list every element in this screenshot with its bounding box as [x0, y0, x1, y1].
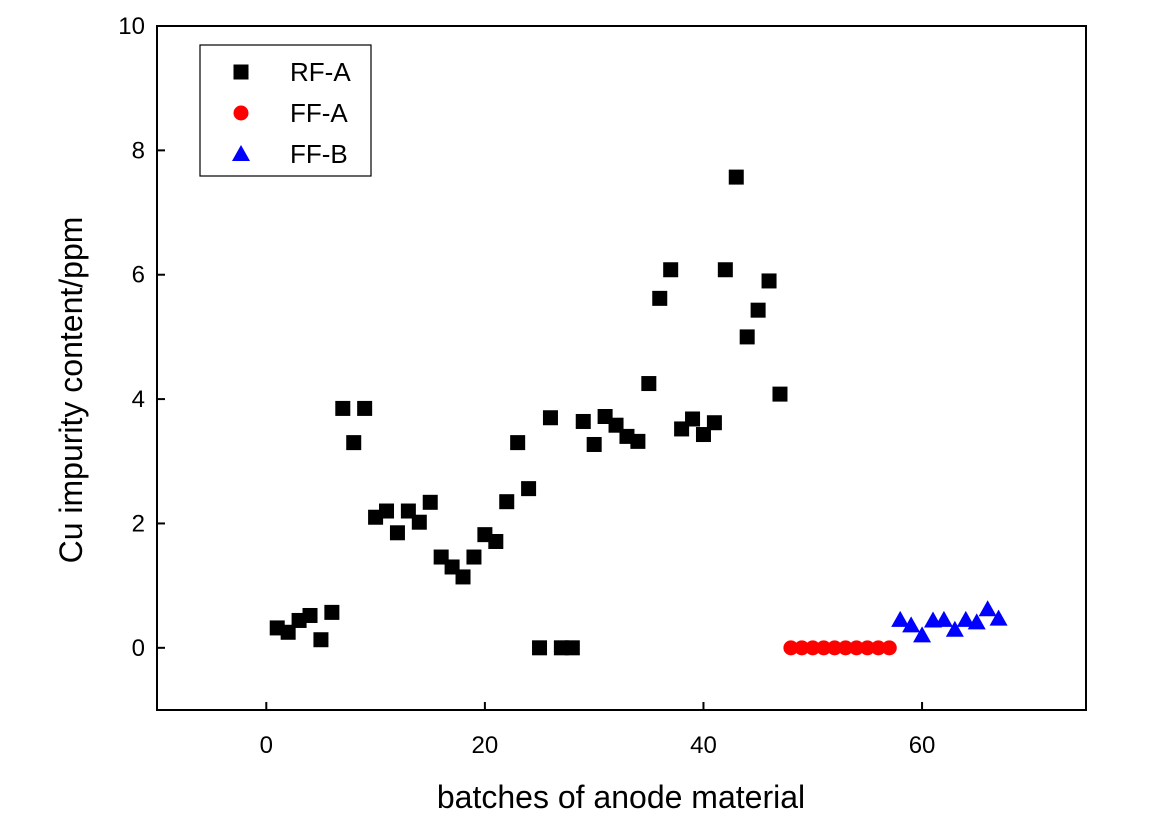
- data-point-ff-b: [934, 610, 953, 627]
- data-point-rf-a: [630, 433, 646, 449]
- y-tick-label: 0: [132, 635, 145, 662]
- data-point-ff-b: [989, 609, 1008, 626]
- data-point-ff-a: [805, 640, 821, 656]
- data-point-rf-a: [510, 435, 526, 451]
- y-tick-label: 10: [118, 13, 145, 40]
- plot-frame: [156, 25, 1087, 711]
- y-axis-label: Cu impurity content/ppm: [53, 217, 89, 564]
- data-point-rf-a: [466, 549, 482, 565]
- data-point-ff-a: [816, 640, 832, 656]
- data-point-rf-a: [302, 607, 318, 623]
- y-tick-label: 6: [132, 262, 145, 289]
- data-point-rf-a: [542, 410, 558, 426]
- data-point-rf-a: [280, 624, 296, 640]
- data-point-rf-a: [685, 411, 701, 427]
- data-point-rf-a: [313, 632, 329, 648]
- data-point-ff-a: [881, 640, 897, 656]
- data-point-rf-a: [335, 400, 351, 416]
- data-point-rf-a: [532, 640, 548, 656]
- data-point-rf-a: [652, 290, 668, 306]
- data-point-rf-a: [663, 262, 679, 278]
- data-point-ff-b: [945, 620, 964, 637]
- x-tick-label: 0: [260, 732, 273, 759]
- y-tick-label: 2: [132, 510, 145, 537]
- legend-label-ff-a: FF-A: [290, 98, 348, 128]
- data-point-rf-a: [324, 604, 340, 620]
- legend-frame: [199, 44, 372, 177]
- data-point-ff-a: [827, 640, 843, 656]
- data-point-ff-a: [859, 640, 875, 656]
- legend: RF-A FF-A FF-B: [199, 44, 372, 177]
- y-tick-label: 8: [132, 137, 145, 164]
- legend-marker-rf-a: [233, 64, 249, 80]
- x-axis: 0 20 40 60: [260, 702, 936, 759]
- x-tick-label: 60: [909, 732, 936, 759]
- data-point-ff-b: [956, 610, 975, 627]
- data-points: [269, 169, 1008, 656]
- legend-marker-ff-a: [233, 105, 249, 121]
- data-point-rf-a: [411, 514, 427, 530]
- data-point-rf-a: [739, 329, 755, 345]
- data-point-rf-a: [357, 400, 373, 416]
- data-point-rf-a: [422, 494, 438, 510]
- data-point-rf-a: [772, 386, 788, 402]
- data-point-rf-a: [695, 427, 711, 443]
- data-point-rf-a: [750, 302, 766, 318]
- x-axis-label: batches of anode material: [437, 779, 805, 815]
- x-tick-label: 20: [472, 732, 499, 759]
- data-point-ff-a: [794, 640, 810, 656]
- data-point-rf-a: [706, 415, 722, 431]
- data-point-rf-a: [455, 569, 471, 585]
- data-point-ff-a: [848, 640, 864, 656]
- y-tick-label: 4: [132, 386, 145, 413]
- data-point-rf-a: [761, 273, 777, 289]
- data-point-ff-a: [870, 640, 886, 656]
- data-point-rf-a: [389, 525, 405, 541]
- legend-label-ff-b: FF-B: [290, 139, 348, 169]
- x-tick-label: 40: [690, 732, 717, 759]
- data-point-rf-a: [346, 435, 362, 451]
- data-point-rf-a: [488, 533, 504, 549]
- data-point-ff-b: [978, 600, 997, 617]
- data-point-ff-a: [838, 640, 854, 656]
- data-point-rf-a: [641, 376, 657, 392]
- data-point-rf-a: [499, 494, 515, 510]
- data-point-ff-a: [783, 640, 799, 656]
- data-point-rf-a: [564, 640, 580, 656]
- y-axis: 0 2 4 6 8 10: [118, 13, 165, 662]
- data-point-rf-a: [586, 436, 602, 452]
- data-point-rf-a: [521, 481, 537, 497]
- data-point-rf-a: [575, 413, 591, 429]
- data-point-rf-a: [379, 503, 395, 519]
- data-point-rf-a: [728, 169, 744, 185]
- data-point-ff-b: [967, 613, 986, 630]
- legend-marker-ff-b: [232, 145, 250, 161]
- data-point-rf-a: [717, 262, 733, 278]
- legend-label-rf-a: RF-A: [290, 57, 351, 87]
- data-point-ff-b: [913, 626, 932, 643]
- data-point-ff-b: [902, 616, 921, 633]
- data-point-ff-b: [891, 610, 910, 627]
